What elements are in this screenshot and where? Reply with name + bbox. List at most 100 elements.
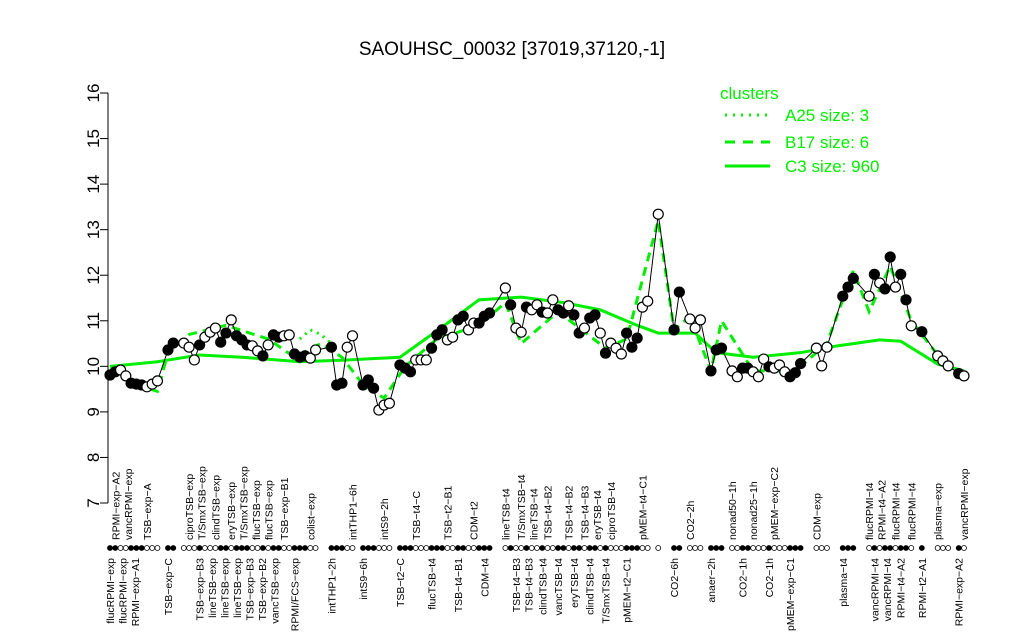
data-point-filled bbox=[673, 286, 685, 298]
data-point-filled bbox=[599, 347, 612, 359]
rug-mark bbox=[291, 545, 298, 551]
rug-mark bbox=[365, 545, 372, 551]
rug-mark bbox=[154, 545, 161, 551]
chart-title: SAOUHSC_00032 [37019,37120,-1] bbox=[359, 39, 665, 60]
rug-mark bbox=[296, 545, 303, 551]
rug-mark bbox=[201, 545, 208, 551]
rug-mark bbox=[486, 545, 493, 551]
rug-mark bbox=[402, 545, 409, 551]
sample-label-bottom: vancRPMI−t4 bbox=[882, 558, 894, 621]
rug-mark bbox=[470, 545, 477, 551]
sample-labels: RPMI−exp−A2 vancRPMI−exp TSB−exp−A ciproTSB… bbox=[105, 466, 971, 631]
data-point-filled bbox=[621, 327, 633, 339]
data-point-open bbox=[731, 371, 743, 383]
rug-mark bbox=[586, 545, 593, 551]
rug-mark bbox=[196, 545, 203, 551]
rug-mark bbox=[866, 545, 873, 551]
y-tick-label: 9 bbox=[84, 407, 103, 416]
sample-label-top: plasma−exp bbox=[933, 483, 945, 540]
rug-mark bbox=[729, 545, 735, 551]
rug-mark bbox=[776, 545, 783, 551]
data-point-open bbox=[752, 371, 765, 383]
rug-mark bbox=[755, 545, 762, 551]
sample-label-top: eryTSB−exp bbox=[226, 482, 238, 540]
rug-mark bbox=[692, 545, 699, 551]
rug-mark bbox=[302, 545, 308, 551]
rug-mark bbox=[576, 545, 583, 551]
y-tick-label: 14 bbox=[84, 175, 103, 194]
data-point-open bbox=[341, 341, 353, 353]
rug-mark bbox=[381, 545, 388, 551]
data-point-open bbox=[209, 322, 222, 334]
rug-mark bbox=[686, 545, 693, 551]
rug-mark bbox=[945, 545, 952, 551]
rug-mark bbox=[850, 545, 857, 551]
data-point-filled bbox=[336, 377, 348, 389]
legend-entry: B17 size: 6 bbox=[785, 133, 869, 152]
rug-mark bbox=[244, 545, 250, 551]
rug-mark bbox=[882, 545, 888, 551]
data-point-open bbox=[262, 339, 274, 351]
rug-mark bbox=[797, 545, 804, 551]
rug-mark bbox=[766, 545, 772, 551]
data-point-filled bbox=[367, 382, 380, 394]
data-point-filled bbox=[362, 374, 374, 386]
sample-label-top: TSB−t2−B1 bbox=[442, 486, 454, 540]
data-point-open bbox=[821, 341, 833, 353]
data-point-filled bbox=[589, 309, 601, 321]
rug-mark bbox=[961, 545, 967, 551]
data-point-open bbox=[642, 295, 654, 307]
data-point-open bbox=[684, 313, 696, 325]
rug-mark bbox=[639, 545, 646, 551]
data-point-filled bbox=[257, 350, 269, 362]
data-point-filled bbox=[916, 326, 928, 338]
data-point-open bbox=[863, 290, 875, 302]
legend-title: clusters bbox=[720, 84, 779, 103]
sample-label-bottom: eryTSB−t4 bbox=[569, 558, 581, 608]
data-point-filled bbox=[847, 272, 859, 285]
sample-label-top: CO2−2h bbox=[685, 500, 697, 540]
sample-label-bottom: lineTSB−exp bbox=[207, 558, 219, 618]
data-point-filled bbox=[425, 342, 438, 354]
data-point-open bbox=[151, 375, 164, 387]
data-point-filled bbox=[868, 268, 880, 280]
data-point-open bbox=[283, 329, 295, 341]
rug-mark bbox=[270, 545, 277, 551]
data-point-filled bbox=[879, 283, 891, 295]
rug-mark bbox=[771, 545, 778, 551]
rug-mark bbox=[207, 545, 214, 551]
y-tick-label: 15 bbox=[84, 129, 103, 148]
data-point-filled bbox=[626, 341, 638, 353]
rug-mark bbox=[908, 545, 915, 551]
data-point-open bbox=[183, 341, 195, 353]
rug-mark bbox=[455, 545, 461, 551]
sample-label-bottom: TSB−exp−B2 bbox=[257, 558, 269, 621]
sample-label-top: lineTSB−t4 bbox=[529, 488, 541, 540]
rug-mark bbox=[734, 545, 741, 551]
data-point-filled bbox=[457, 310, 469, 322]
rug-mark bbox=[708, 545, 714, 551]
rug-mark bbox=[138, 545, 145, 551]
sample-label-bottom: TSB−exp−C bbox=[163, 558, 175, 616]
y-tick-label: 12 bbox=[84, 266, 103, 285]
rug-mark bbox=[565, 545, 572, 551]
rug-mark bbox=[787, 545, 793, 551]
rug-mark bbox=[671, 545, 677, 551]
rug-mark bbox=[892, 545, 899, 551]
data-point-open bbox=[889, 281, 902, 293]
sample-label-bottom: lineTSB−exp bbox=[232, 558, 244, 618]
sample-label-bottom: RPMI−exp−A1 bbox=[130, 558, 142, 626]
sample-label-top: pMEM−t4−C1 bbox=[637, 475, 649, 540]
data-point-filled bbox=[404, 366, 417, 378]
data-point-filled bbox=[884, 251, 896, 263]
rug-mark bbox=[223, 545, 229, 551]
sample-label-top: ciproTSB−t4 bbox=[606, 482, 618, 540]
data-point-open bbox=[694, 314, 707, 326]
data-point-open bbox=[594, 327, 606, 339]
sample-label-bottom: flucRPMI−exp bbox=[105, 558, 117, 624]
rug-mark bbox=[887, 545, 894, 551]
data-point-filled bbox=[568, 309, 580, 321]
rug-mark bbox=[623, 545, 630, 551]
rug-mark bbox=[613, 545, 619, 551]
